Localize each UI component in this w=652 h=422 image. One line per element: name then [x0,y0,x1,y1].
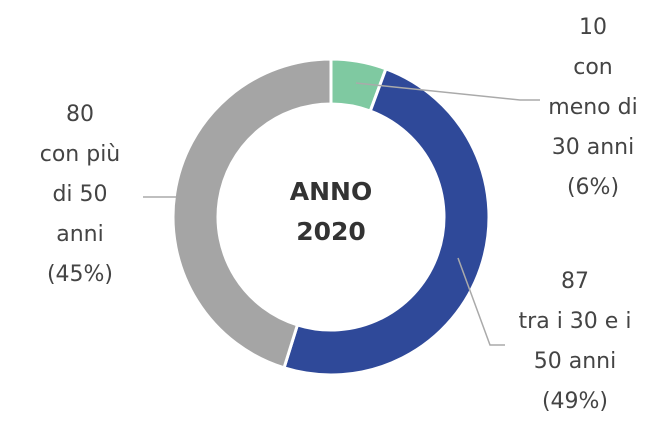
slice-label: 87 tra i 30 e i 50 anni (49%) [505,262,645,422]
value-label: 80 [66,102,94,127]
slice-label: 10 con meno di 30 anni (6%) [545,8,641,208]
slice [171,57,333,370]
slice [282,66,491,377]
value-label: 10 [579,15,607,40]
leader-line [355,82,540,101]
percent-label: (6%) [566,175,620,200]
category-label: con più di 50 anni [39,142,121,247]
leader-line [457,257,505,346]
category-label: tra i 30 e i 50 anni [518,309,632,374]
center-text: ANNO 2020 [289,177,373,246]
percent-label: (45%) [46,262,114,287]
slice-label: 80 con più di 50 anni (45%) [28,95,132,295]
category-label: con meno di 30 anni [548,55,638,160]
percent-label: (49%) [541,389,609,414]
value-label: 87 [561,269,589,294]
